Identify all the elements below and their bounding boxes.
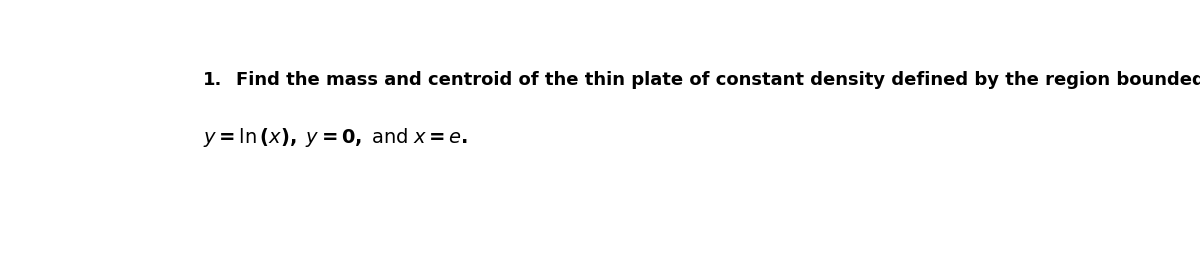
Text: $\mathbf{\mathit{y} = \mathrm{ln}\,(\mathit{x}),\; \mathit{y} = 0,\; \mathrm{and: $\mathbf{\mathit{y} = \mathrm{ln}\,(\mat…: [203, 126, 468, 149]
Text: 1.: 1.: [203, 71, 222, 89]
Text: Find the mass and centroid of the thin plate of constant density defined by the : Find the mass and centroid of the thin p…: [236, 71, 1200, 89]
